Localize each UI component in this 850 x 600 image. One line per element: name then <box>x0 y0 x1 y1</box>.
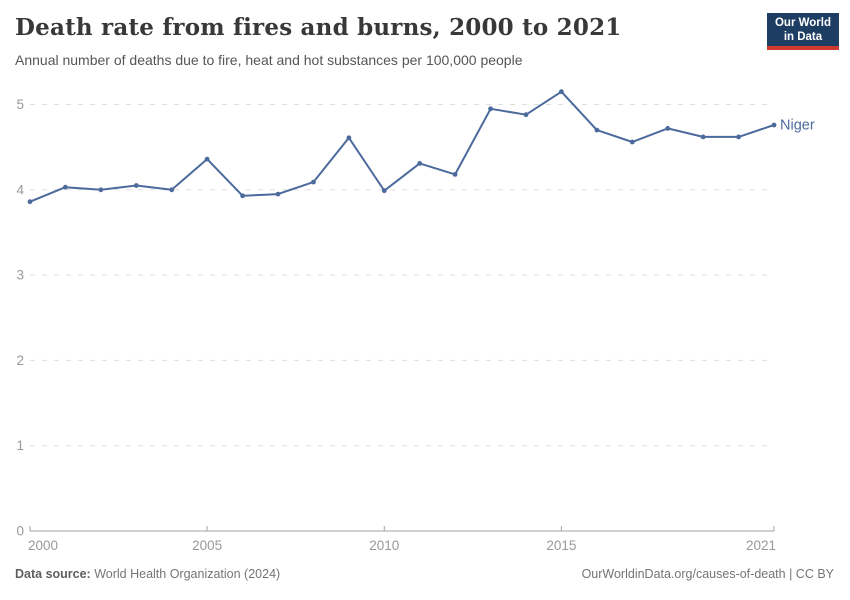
data-point-2002[interactable] <box>98 187 104 193</box>
data-point-2018[interactable] <box>665 125 671 131</box>
credit-link[interactable]: OurWorldinData.org/causes-of-death | CC … <box>581 567 834 581</box>
data-point-2004[interactable] <box>169 187 175 193</box>
data-point-2010[interactable] <box>381 188 387 194</box>
data-point-2011[interactable] <box>417 161 423 166</box>
chart-footer: Data source: World Health Organization (… <box>15 567 834 581</box>
y-axis-tick-label: 2 <box>16 353 24 368</box>
y-axis-tick-label: 4 <box>16 182 24 197</box>
data-point-2001[interactable] <box>63 184 68 190</box>
data-point-2006[interactable] <box>240 193 246 199</box>
y-axis-tick-label: 0 <box>16 524 24 539</box>
data-point-2013[interactable] <box>488 106 493 112</box>
owid-logo[interactable]: Our World in Data <box>766 13 839 50</box>
y-axis-tick-label: 5 <box>16 97 24 112</box>
x-axis-tick-label: 2015 <box>546 538 576 553</box>
data-point-2000[interactable] <box>27 199 33 205</box>
data-point-2021[interactable] <box>771 122 777 128</box>
data-point-2008[interactable] <box>311 179 316 185</box>
data-source-note: Data source: World Health Organization (… <box>15 567 280 581</box>
data-point-2014[interactable] <box>523 112 529 118</box>
page-subtitle: Annual number of deaths due to fire, hea… <box>15 52 523 68</box>
x-axis-tick-label: 2000 <box>28 538 58 553</box>
logo-text-line1: Our World <box>774 17 831 29</box>
data-point-2016[interactable] <box>594 127 600 133</box>
y-axis-tick-label: 3 <box>16 268 24 283</box>
data-point-2020[interactable] <box>736 134 741 140</box>
series-line-niger[interactable] <box>29 90 775 203</box>
page-title: Death rate from fires and burns, 2000 to… <box>15 14 622 41</box>
series-label-niger[interactable]: Niger <box>780 118 815 134</box>
data-point-2012[interactable] <box>452 172 458 177</box>
data-point-2017[interactable] <box>629 139 635 145</box>
data-point-2005[interactable] <box>204 156 210 162</box>
data-point-2007[interactable] <box>275 191 281 197</box>
data-source-text: World Health Organization (2024) <box>90 567 281 581</box>
data-point-2003[interactable] <box>133 183 139 188</box>
x-axis-tick-label: 2021 <box>746 538 776 553</box>
data-point-2009[interactable] <box>346 135 352 141</box>
x-axis-tick-label: 2005 <box>192 538 222 553</box>
logo-text-line2: in Data <box>783 30 823 43</box>
data-source-label: Data source: <box>15 567 91 581</box>
data-point-2015[interactable] <box>559 89 564 95</box>
data-point-2019[interactable] <box>700 134 706 140</box>
x-axis-tick-label: 2010 <box>369 538 399 553</box>
y-axis-tick-label: 1 <box>16 438 24 453</box>
